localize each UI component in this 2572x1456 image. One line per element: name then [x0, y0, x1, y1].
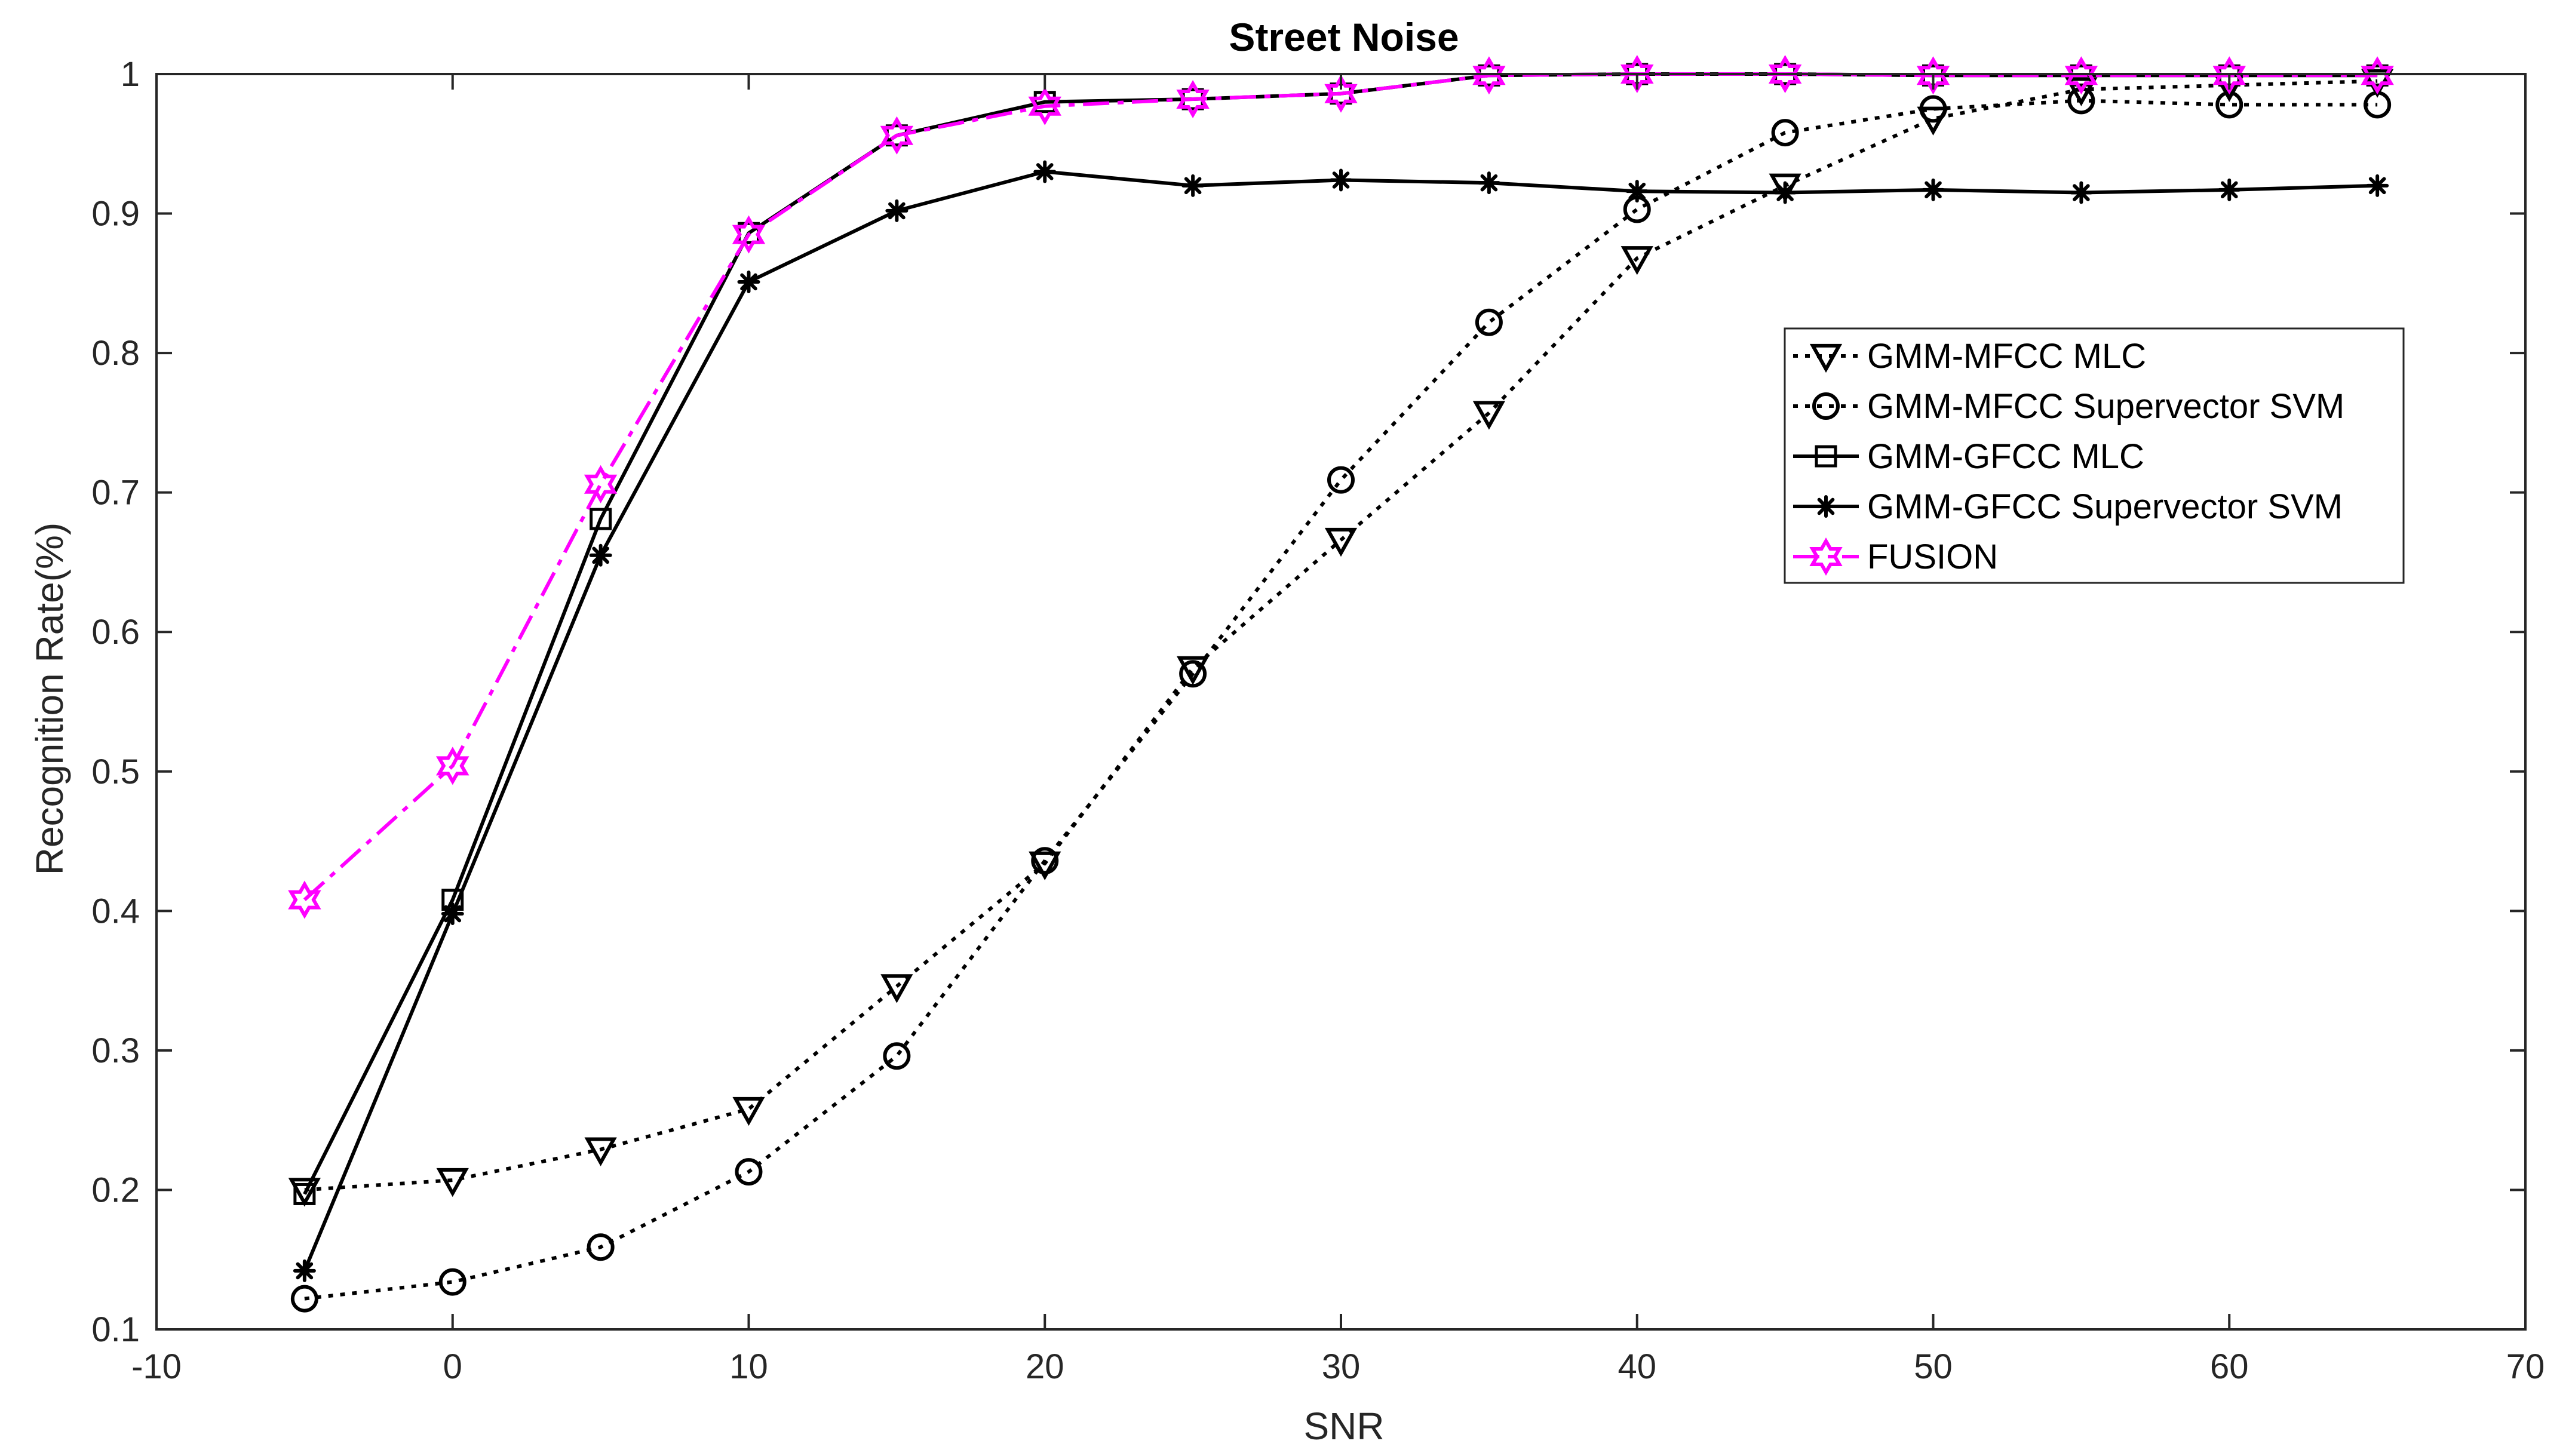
data-point-gmm-mfcc-supervector-svm-4	[883, 1042, 911, 1070]
y-tick-label: 0.2	[91, 1171, 140, 1209]
data-point-gmm-gfcc-supervector-svm-4	[885, 199, 909, 222]
legend-marker-gmm-gfcc-mlc	[1815, 445, 1837, 468]
data-point-gmm-gfcc-mlc-0	[293, 1182, 316, 1205]
data-point-fusion-0	[288, 880, 321, 919]
x-axis-label: SNR	[1303, 1405, 1384, 1448]
legend-item-gmm-gfcc-supervector-svm: GMM-GFCC Supervector SVM	[1793, 487, 2343, 526]
data-point-fusion-5	[1028, 87, 1061, 125]
data-point-gmm-gfcc-supervector-svm-2	[589, 543, 612, 567]
data-point-gmm-mfcc-supervector-svm-6	[1179, 660, 1207, 688]
legend-item-gmm-mfcc-supervector-svm: GMM-MFCC Supervector SVM	[1793, 387, 2344, 426]
data-point-gmm-mfcc-supervector-svm-5	[1031, 847, 1059, 875]
y-axis-label: Recognition Rate(%)	[28, 523, 71, 876]
y-tick-label: 1	[121, 55, 140, 94]
data-point-gmm-mfcc-mlc-5	[1029, 851, 1061, 881]
x-tick-label: 40	[1618, 1347, 1656, 1386]
legend-label-gmm-gfcc-supervector-svm: GMM-GFCC Supervector SVM	[1867, 487, 2343, 526]
data-point-gmm-gfcc-supervector-svm-12	[2070, 181, 2093, 204]
data-point-fusion-14	[2361, 56, 2394, 95]
chart-title: Street Noise	[1229, 15, 1459, 59]
legend-item-fusion: FUSION	[1793, 537, 1998, 576]
data-point-gmm-gfcc-mlc-2	[590, 508, 612, 530]
legend-marker-gmm-mfcc-mlc	[1809, 343, 1843, 373]
x-tick-label: -10	[131, 1347, 182, 1386]
legend: GMM-MFCC MLC GMM-MFCC Supervector SVM GMM-…	[1784, 327, 2405, 584]
series-line-gmm-mfcc-supervector-svm	[304, 99, 2378, 1301]
data-point-fusion-10	[1768, 54, 1802, 94]
series-fusion	[288, 54, 2394, 919]
x-tick-label: 50	[1914, 1347, 1953, 1386]
x-tick-label: 20	[1026, 1347, 1064, 1386]
x-tick-label: 70	[2506, 1347, 2545, 1386]
data-point-gmm-gfcc-supervector-svm-0	[293, 1259, 316, 1282]
y-tick-label: 0.8	[91, 334, 140, 373]
data-point-gmm-mfcc-mlc-8	[1472, 401, 1506, 430]
data-point-gmm-gfcc-supervector-svm-9	[1625, 180, 1649, 203]
legend-marker-gmm-mfcc-supervector-svm	[1812, 392, 1840, 420]
data-point-fusion-11	[1916, 56, 1950, 95]
data-point-gmm-mfcc-mlc-4	[880, 974, 913, 1003]
data-point-gmm-mfcc-supervector-svm-8	[1475, 308, 1503, 336]
data-point-fusion-1	[435, 747, 469, 785]
data-point-gmm-gfcc-supervector-svm-7	[1330, 168, 1352, 192]
x-tick-label: 10	[729, 1347, 768, 1386]
legend-item-gmm-mfcc-mlc: GMM-MFCC MLC	[1793, 337, 2146, 376]
legend-item-gmm-gfcc-mlc: GMM-GFCC MLC	[1793, 437, 2144, 476]
data-point-fusion-7	[1324, 74, 1358, 113]
data-point-gmm-gfcc-supervector-svm-14	[2366, 174, 2389, 197]
data-point-gmm-mfcc-supervector-svm-11	[1919, 95, 1947, 123]
data-point-fusion-12	[2064, 56, 2098, 95]
x-tick-label: 60	[2210, 1347, 2249, 1386]
data-point-fusion-6	[1176, 79, 1210, 119]
data-point-gmm-mfcc-mlc-7	[1324, 527, 1358, 557]
data-point-gmm-gfcc-supervector-svm-13	[2218, 178, 2241, 201]
series-line-gmm-mfcc-mlc	[304, 79, 2378, 1192]
data-point-fusion-4	[880, 116, 914, 155]
y-tick-label: 0.4	[91, 892, 140, 930]
data-point-gmm-mfcc-mlc-1	[436, 1168, 469, 1197]
data-point-gmm-mfcc-mlc-9	[1620, 246, 1653, 275]
data-point-gmm-gfcc-supervector-svm-10	[1773, 181, 1797, 204]
data-point-gmm-mfcc-supervector-svm-1	[438, 1268, 466, 1296]
data-point-fusion-8	[1472, 56, 1506, 95]
x-tick-label: 0	[443, 1347, 462, 1386]
y-tick-label: 0.5	[91, 752, 140, 791]
data-point-gmm-gfcc-supervector-svm-5	[1033, 160, 1057, 183]
y-tick-label: 0.3	[91, 1031, 140, 1070]
data-point-fusion-13	[2212, 56, 2246, 95]
data-point-gmm-mfcc-mlc-0	[288, 1178, 321, 1207]
data-point-gmm-mfcc-supervector-svm-2	[587, 1233, 615, 1261]
data-point-gmm-gfcc-supervector-svm-3	[737, 270, 760, 293]
data-point-gmm-gfcc-supervector-svm-1	[441, 902, 464, 926]
legend-label-gmm-gfcc-mlc: GMM-GFCC MLC	[1867, 437, 2144, 476]
data-point-fusion-3	[732, 215, 766, 254]
data-point-gmm-mfcc-mlc-6	[1176, 656, 1210, 686]
series-gmm-gfcc-supervector-svm	[293, 160, 2389, 1282]
legend-label-gmm-mfcc-supervector-svm: GMM-MFCC Supervector SVM	[1867, 387, 2344, 426]
y-tick-label: 0.7	[91, 474, 140, 512]
legend-label-fusion: FUSION	[1867, 537, 1998, 576]
legend-label-gmm-mfcc-mlc: GMM-MFCC MLC	[1867, 337, 2146, 376]
series-line-fusion	[303, 72, 2378, 901]
legend-marker-fusion	[1809, 537, 1843, 576]
data-point-gmm-gfcc-supervector-svm-8	[1477, 171, 1500, 195]
y-tick-label: 0.9	[91, 195, 140, 234]
data-point-gmm-mfcc-supervector-svm-7	[1327, 466, 1355, 494]
data-point-gmm-gfcc-supervector-svm-6	[1181, 174, 1205, 197]
data-point-gmm-mfcc-mlc-3	[732, 1096, 765, 1126]
legend-marker-gmm-gfcc-supervector-svm	[1815, 495, 1837, 518]
legend-box	[1784, 327, 2405, 584]
data-point-gmm-mfcc-mlc-2	[584, 1137, 617, 1166]
data-point-gmm-mfcc-supervector-svm-3	[735, 1158, 763, 1186]
series-gmm-mfcc-supervector-svm	[290, 87, 2392, 1313]
y-tick-label: 0.1	[91, 1310, 140, 1349]
x-tick-label: 30	[1322, 1347, 1361, 1386]
data-point-gmm-mfcc-supervector-svm-0	[290, 1285, 318, 1313]
data-point-fusion-2	[584, 465, 618, 503]
y-tick-label: 0.6	[91, 613, 140, 652]
data-point-gmm-mfcc-supervector-svm-10	[1771, 119, 1799, 147]
data-point-gmm-gfcc-supervector-svm-11	[1922, 178, 1945, 201]
